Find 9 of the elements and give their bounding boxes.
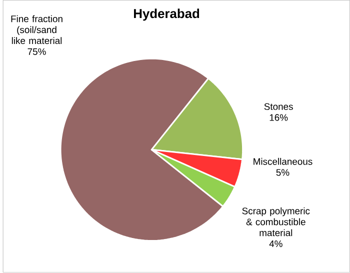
data-label: 16% <box>270 114 288 122</box>
data-label: 75% <box>28 48 46 56</box>
chart-title: Hyderabad <box>134 8 200 21</box>
slice-label: Scrap polymeric & combustible material <box>242 208 310 236</box>
slice-label: Fine fraction (soil/sand like material <box>11 15 62 44</box>
slice-label: Stones <box>264 103 293 110</box>
data-label: 5% <box>276 169 290 176</box>
slice-label: Miscellaneous <box>254 158 312 166</box>
data-label: 4% <box>269 240 282 248</box>
